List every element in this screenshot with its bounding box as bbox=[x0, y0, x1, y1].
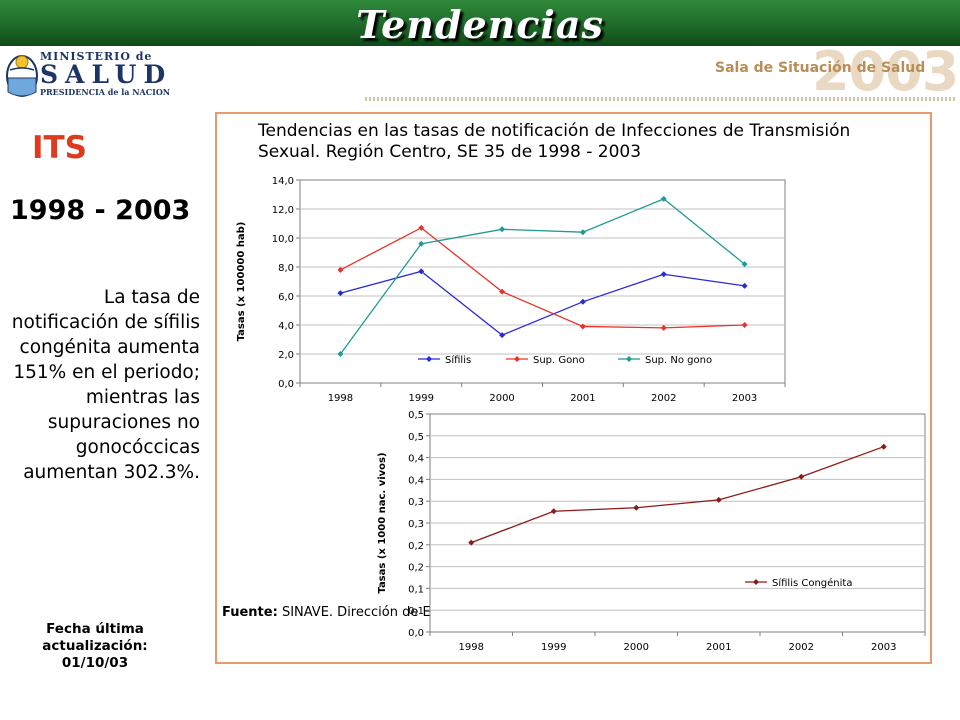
chart-1-x-tick-label: 2002 bbox=[789, 642, 814, 653]
chart-0-data-point bbox=[337, 351, 344, 357]
chart-0-data-point bbox=[337, 290, 344, 297]
chart-1-y-axis-label: Tasas (x 1000 nac. vivos) bbox=[377, 452, 388, 593]
chart-1-y-tick-label: 0,4 bbox=[408, 475, 424, 486]
update-label: Fecha última actualización: bbox=[42, 621, 148, 654]
chart-1-y-tick-label: 0,1 bbox=[408, 606, 424, 617]
chart-0-data-point bbox=[499, 288, 506, 295]
logo-line-3: PRESIDENCIA de la NACION bbox=[40, 87, 171, 97]
chart-0-y-tick-label: 12,0 bbox=[272, 205, 294, 216]
chart-0-data-point bbox=[499, 332, 506, 339]
chart-1-y-tick-label: 0,4 bbox=[408, 454, 424, 465]
coat-of-arms-icon bbox=[6, 55, 38, 97]
chart-0-y-tick-label: 2,0 bbox=[278, 350, 294, 361]
chart-1-x-tick-label: 2003 bbox=[871, 642, 896, 653]
chart-0-legend-label: Sup. Gono bbox=[533, 355, 585, 366]
chart-1-data-point bbox=[798, 473, 805, 480]
chart-1-y-tick-label: 0,0 bbox=[408, 628, 424, 639]
chart-0-data-point bbox=[741, 322, 748, 328]
chart-1-y-tick-label: 0,5 bbox=[408, 432, 424, 443]
chart-0-x-tick-label: 2001 bbox=[570, 393, 595, 404]
chart-0-legend-marker bbox=[514, 356, 520, 362]
chart-1-y-tick-label: 0,5 bbox=[408, 410, 424, 421]
topic-label: ITS bbox=[32, 130, 88, 166]
chart-0-series-line bbox=[339, 198, 745, 355]
chart-0-series-line bbox=[340, 270, 745, 336]
source-label: Fuente: bbox=[222, 605, 278, 620]
chart-0-data-point bbox=[660, 271, 667, 278]
chart-0-plot-area bbox=[299, 179, 786, 384]
title-bar bbox=[0, 0, 960, 46]
chart-1-data-point bbox=[715, 496, 722, 503]
chart-0-data-point bbox=[660, 324, 667, 331]
summary-text: La tasa de notificación de sífilis congé… bbox=[11, 287, 200, 483]
chart-0-data-point bbox=[579, 323, 586, 330]
chart-0-data-point bbox=[337, 266, 344, 273]
chart-0-y-tick-label: 10,0 bbox=[272, 234, 294, 245]
chart-0-x-tick-label: 2002 bbox=[651, 393, 676, 404]
chart-1-series-line bbox=[471, 446, 884, 544]
chart-title: Tendencias en las tasas de notificación … bbox=[258, 121, 851, 162]
chart-0-data-point bbox=[579, 298, 586, 305]
chart-0-legend-label: Sup. No gono bbox=[645, 355, 712, 366]
chart-0-series-line bbox=[340, 227, 745, 329]
chart-1-legend-label: Sífilis Congénita bbox=[772, 577, 852, 589]
chart-1-data-point bbox=[633, 504, 640, 511]
slide-title: Tendencias bbox=[356, 2, 604, 47]
chart-0-legend-marker bbox=[626, 356, 632, 362]
chart-0-x-tick-label: 1999 bbox=[409, 393, 434, 404]
chart-1-x-tick-label: 1999 bbox=[541, 642, 566, 653]
header-divider bbox=[365, 97, 955, 101]
chart-0-data-point bbox=[741, 261, 748, 268]
chart-1-x-tick-label: 1998 bbox=[459, 642, 484, 653]
chart-0-data-point bbox=[579, 229, 586, 236]
chart-1-legend-marker bbox=[753, 579, 759, 585]
chart-1-data-point bbox=[550, 508, 557, 515]
chart-0-y-tick-label: 8,0 bbox=[278, 263, 294, 274]
chart-0-data-point bbox=[418, 268, 425, 275]
chart-1-x-tick-label: 2000 bbox=[624, 642, 649, 653]
header-right-label: Sala de Situación de Salud bbox=[715, 60, 926, 76]
chart-0-data-point bbox=[499, 226, 506, 233]
chart-1-data-point bbox=[880, 443, 887, 450]
logo-line-1: MINISTERIO de bbox=[40, 50, 153, 63]
chart-0-y-tick-label: 6,0 bbox=[278, 292, 294, 303]
update-date: 01/10/03 bbox=[61, 655, 129, 671]
chart-0-data-point bbox=[418, 240, 425, 247]
chart-0-y-tick-label: 0,0 bbox=[278, 379, 294, 390]
chart-1-x-tick-label: 2001 bbox=[706, 642, 731, 653]
chart-0-y-tick-label: 4,0 bbox=[278, 321, 294, 332]
chart-0-data-point bbox=[741, 282, 748, 289]
chart-0-y-tick-label: 14,0 bbox=[272, 176, 294, 187]
chart-0-legend-label: Sífilis bbox=[445, 354, 471, 366]
period-label: 1998 - 2003 bbox=[10, 195, 191, 226]
chart-0-data-point bbox=[660, 195, 667, 202]
chart-0-x-tick-label: 1998 bbox=[328, 393, 353, 404]
chart-0-x-tick-label: 2000 bbox=[489, 393, 514, 404]
chart-1-y-tick-label: 0,1 bbox=[408, 584, 424, 595]
logo-line-2: SALUD bbox=[40, 60, 173, 89]
chart-0-y-axis-label: Tasas (x 100000 hab) bbox=[236, 222, 247, 342]
chart-0-data-point bbox=[418, 224, 425, 231]
chart-1-y-tick-label: 0,3 bbox=[408, 497, 424, 508]
chart-1-y-tick-label: 0,3 bbox=[408, 519, 424, 530]
chart-1-y-tick-label: 0,2 bbox=[408, 563, 424, 574]
ministry-logo: MINISTERIO de SALUD PRESIDENCIA de la NA… bbox=[0, 48, 175, 104]
update-info: Fecha última actualización: 01/10/03 bbox=[20, 621, 170, 672]
chart-0-legend-marker bbox=[426, 356, 432, 362]
chart-1-data-point bbox=[468, 539, 475, 546]
chart-0-x-tick-label: 2003 bbox=[732, 393, 757, 404]
chart-1-y-tick-label: 0,2 bbox=[408, 541, 424, 552]
